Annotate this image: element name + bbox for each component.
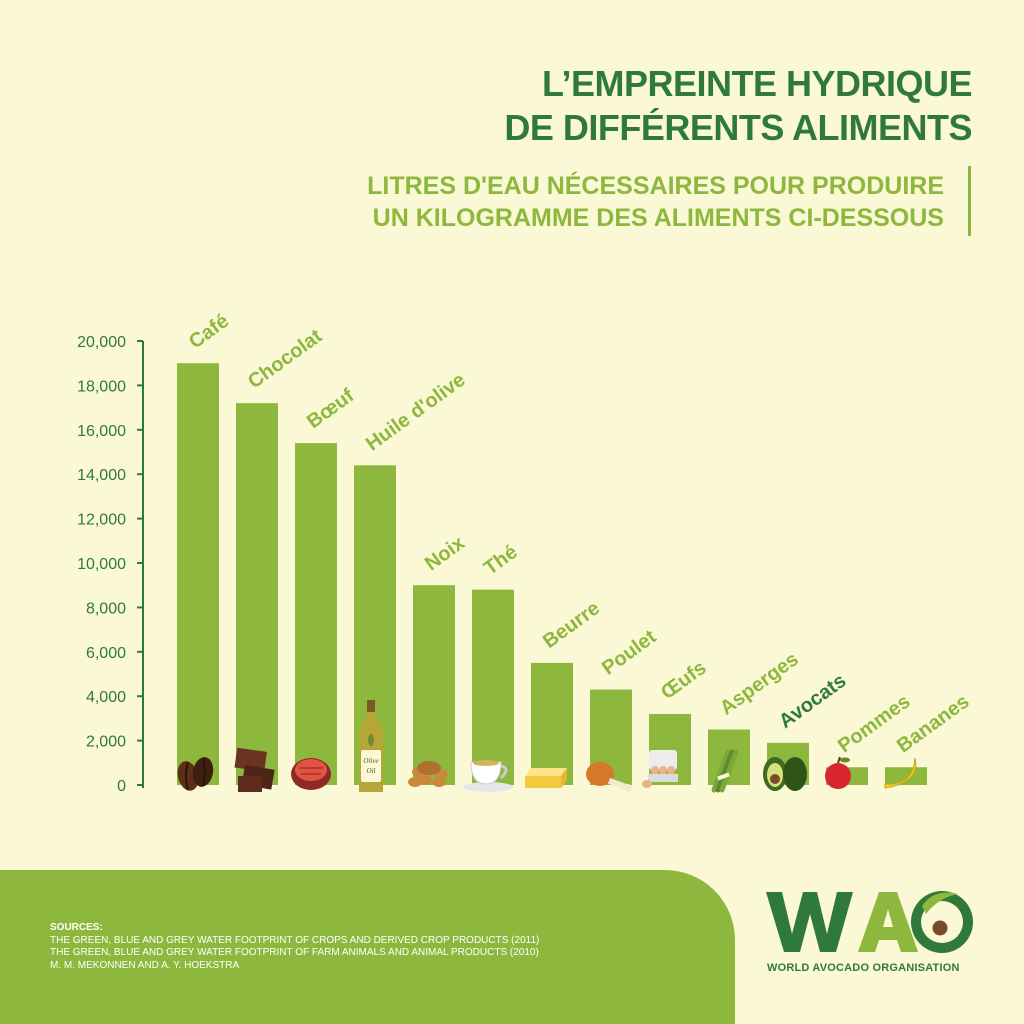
sources-block: SOURCES: THE GREEN, BLUE AND GREY WATER … — [50, 922, 539, 972]
apple-icon — [825, 756, 851, 789]
bar — [236, 403, 278, 785]
subtitle-divider — [968, 166, 971, 236]
bar-label: Poulet — [598, 626, 661, 680]
tea-cup-icon — [463, 760, 513, 792]
bar — [472, 589, 514, 785]
butter-icon — [525, 768, 567, 788]
y-tick-label: 8,000 — [86, 600, 126, 617]
chicken-leg-icon — [586, 762, 632, 792]
bar-label: Thé — [480, 541, 522, 580]
footer-band — [0, 870, 735, 1024]
nuts-icon — [408, 761, 448, 787]
y-tick-label: 0 — [117, 778, 126, 795]
bar — [531, 662, 573, 785]
source-line: THE GREEN, BLUE AND GREY WATER FOOTPRINT… — [50, 947, 539, 958]
food-icons: Olive Oil — [177, 700, 917, 793]
bar — [295, 443, 337, 785]
y-tick-label: 16,000 — [77, 423, 126, 440]
eggs-icon — [642, 750, 678, 788]
y-tick-label: 10,000 — [77, 556, 126, 573]
banana-icon — [884, 757, 917, 789]
chocolate-icon — [234, 747, 275, 792]
coffee-beans-icon — [177, 757, 214, 791]
bar-label: Café — [185, 310, 233, 353]
steak-icon — [291, 758, 331, 790]
bar-label: Huile d'olive — [362, 369, 470, 456]
y-tick-label: 2,000 — [86, 734, 126, 751]
subtitle-line-1: LITRES D'EAU NÉCESSAIRES POUR PRODUIRE — [367, 172, 944, 200]
asparagus-icon — [711, 749, 739, 793]
wao-logo — [766, 891, 973, 953]
source-line: M. M. MEKONNEN AND A. Y. HOEKSTRA — [50, 959, 240, 971]
bottle-label: Oil — [367, 767, 376, 775]
bar-chart: 20,000 18,000 16,000 14,000 12,000 10,000 8,00… — [77, 310, 973, 795]
olive-oil-bottle-icon: Olive Oil — [359, 700, 383, 792]
chart-subtitle: LITRES D'EAU NÉCESSAIRES POUR PRODUIRE U… — [367, 170, 944, 234]
y-tick-label: 14,000 — [77, 467, 126, 484]
bottle-label: Olive — [363, 757, 378, 765]
title-line-1: L’EMPREINTE HYDRIQUE — [541, 63, 973, 104]
y-tick-label: 18,000 — [77, 378, 126, 395]
title-line-2: DE DIFFÉRENTS ALIMENTS — [504, 107, 972, 148]
bar-label: Avocats — [775, 670, 850, 733]
bar-label: Bœuf — [303, 384, 358, 433]
bar — [885, 767, 927, 785]
y-axis: 20,000 18,000 16,000 14,000 12,000 10,000 8,00… — [77, 334, 144, 795]
bar-label: Œufs — [657, 657, 710, 704]
logo-tagline: WORLD AVOCADO ORGANISATION — [767, 962, 960, 974]
bar-label: Noix — [421, 532, 469, 575]
bar-label: Beurre — [539, 597, 604, 653]
subtitle-line-2: UN KILOGRAMME DES ALIMENTS CI-DESSOUS — [372, 204, 944, 232]
logo-letters — [766, 891, 973, 953]
avocado-icon — [763, 757, 807, 791]
bars — [177, 363, 927, 785]
bar-label: Chocolat — [244, 325, 326, 393]
y-tick-label: 4,000 — [86, 689, 126, 706]
y-tick-label: 20,000 — [77, 334, 126, 351]
source-line: THE GREEN, BLUE AND GREY WATER FOOTPRINT… — [50, 934, 540, 946]
bar — [177, 363, 219, 785]
y-tick-label: 12,000 — [77, 512, 126, 529]
sources-heading: SOURCES: — [50, 922, 103, 933]
y-tick-label: 6,000 — [86, 645, 126, 662]
chart-title: L’EMPREINTE HYDRIQUE DE DIFFÉRENTS ALIME… — [504, 62, 972, 150]
bar — [413, 585, 455, 785]
